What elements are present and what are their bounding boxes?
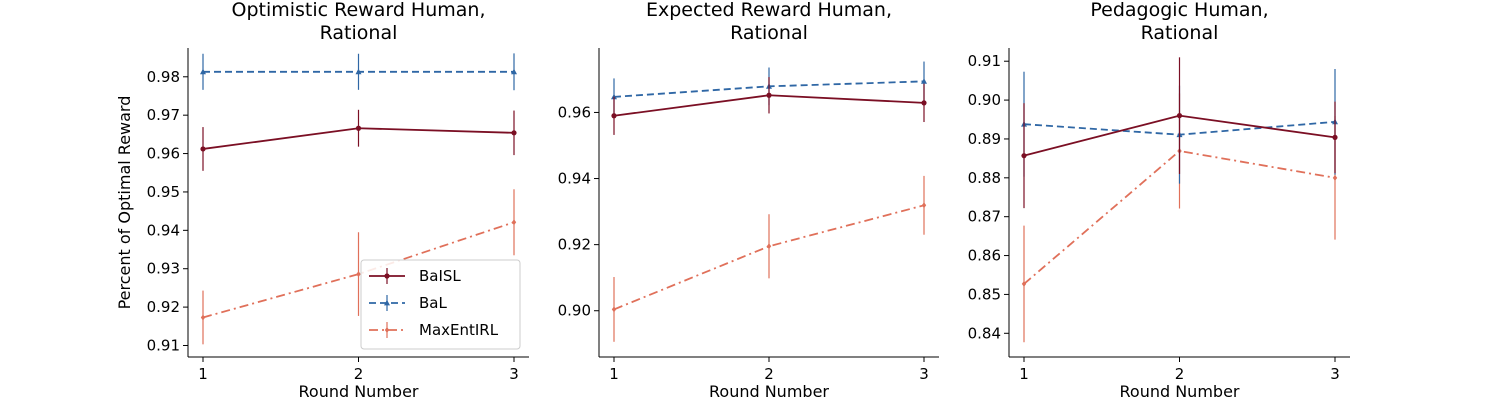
data-point-bal <box>355 68 362 75</box>
panel-expected-reward: Expected Reward Human,Rational 0.90 0.92 0.… <box>558 0 939 400</box>
data-point-baisl <box>355 125 362 131</box>
y-tick-label: 0.90 <box>968 91 1001 109</box>
data-point-baisl <box>1176 113 1183 119</box>
legend-item-bal: BaL <box>369 294 447 312</box>
panel-title-line-1: Optimistic Reward Human, <box>231 0 485 21</box>
y-axis-label: Percent of Optimal Reward <box>115 96 134 310</box>
data-point-maxentirl <box>200 314 206 321</box>
y-tick-label: 0.91 <box>147 336 180 354</box>
data-point-maxentirl <box>1332 174 1338 181</box>
x-tick-label: 2 <box>1175 365 1185 383</box>
legend-item-baisl: BaISL <box>369 267 461 285</box>
x-tick-label: 1 <box>198 365 208 383</box>
data-point-maxentirl <box>921 202 927 209</box>
data-point-baisl <box>1332 134 1338 140</box>
legend-label-bal: BaL <box>419 294 447 312</box>
x-tick-label: 3 <box>509 365 519 383</box>
series-baisl <box>200 109 517 171</box>
panel-pedagogic: Pedagogic Human,Rational 0.84 0.85 0.86 0.87… <box>968 0 1350 400</box>
data-point-bal <box>200 68 206 75</box>
y-tick-label: 0.90 <box>558 302 591 320</box>
legend-marker-bal <box>384 299 390 306</box>
legend-label-maxentirl: MaxEntIRL <box>419 321 499 339</box>
legend-marker-baisl <box>384 273 390 279</box>
y-tick-label: 0.98 <box>147 68 180 86</box>
data-point-maxentirl <box>356 271 361 278</box>
y-tick-label: 0.89 <box>968 130 1001 148</box>
y-tick-label: 0.92 <box>147 298 180 316</box>
data-point-bal <box>921 78 927 84</box>
data-point-baisl <box>921 100 927 106</box>
data-point-maxentirl <box>766 243 772 250</box>
y-tick-label: 0.85 <box>968 285 1001 303</box>
data-point-baisl <box>611 113 617 119</box>
y-tick-label: 0.94 <box>147 221 180 239</box>
y-tick-label: 0.88 <box>968 169 1001 187</box>
x-tick-label: 2 <box>764 365 774 383</box>
y-tick-label: 0.97 <box>147 106 180 124</box>
series-line-maxentirl <box>613 204 925 311</box>
legend-item-maxentirl: MaxEntIRL <box>369 321 499 339</box>
data-point-baisl <box>1021 153 1027 159</box>
y-tick-label: 0.96 <box>147 145 180 163</box>
y-tick-label: 0.87 <box>968 208 1001 226</box>
x-axis-label: Round Number <box>1120 382 1240 400</box>
chart-panels: Optimistic Reward Human,Rational0.910.92… <box>115 0 1350 400</box>
x-tick-label: 3 <box>919 365 929 383</box>
series-baisl <box>1021 57 1338 209</box>
series-maxentirl <box>611 175 927 342</box>
panel-title-line-2: Rational <box>1141 22 1219 44</box>
series-maxentirl <box>200 189 517 345</box>
x-tick-label: 1 <box>1019 365 1029 383</box>
y-tick-label: 0.94 <box>558 170 591 188</box>
legend: BaISL BaL MaxEntIRL <box>360 259 521 350</box>
panel-title-line-1: Expected Reward Human, <box>646 0 892 21</box>
data-point-baisl <box>200 146 206 152</box>
y-tick-label: 0.93 <box>147 260 180 278</box>
y-tick-label: 0.91 <box>968 52 1001 70</box>
data-point-baisl <box>511 130 517 136</box>
panel-title-line-2: Rational <box>730 22 808 44</box>
series-baisl <box>611 77 927 135</box>
y-tick-label: 0.92 <box>558 236 591 254</box>
panel-title-line-2: Rational <box>320 22 398 44</box>
legend-marker-maxentirl <box>384 327 390 333</box>
legend-frame <box>360 259 521 350</box>
y-tick-label: 0.95 <box>147 183 180 201</box>
data-point-baisl <box>766 92 772 98</box>
series-bal <box>200 53 517 91</box>
series-line-maxentirl <box>202 221 515 319</box>
x-axis-label: Round Number <box>299 382 419 400</box>
data-point-bal <box>611 93 617 100</box>
data-point-maxentirl <box>611 306 617 313</box>
y-tick-label: 0.84 <box>968 324 1001 342</box>
data-point-maxentirl <box>511 219 517 226</box>
x-tick-label: 1 <box>609 365 619 383</box>
panel-title-line-1: Pedagogic Human, <box>1090 0 1268 21</box>
legend-label-baisl: BaISL <box>419 267 461 285</box>
x-tick-label: 3 <box>1330 365 1340 383</box>
y-tick-label: 0.96 <box>558 103 591 121</box>
data-point-bal <box>511 68 517 75</box>
y-tick-label: 0.86 <box>968 247 1001 265</box>
panel-optimistic-reward: Optimistic Reward Human,Rational 0.91 0.92… <box>115 0 529 400</box>
x-axis-label: Round Number <box>709 382 829 400</box>
x-tick-label: 2 <box>354 365 364 383</box>
data-point-maxentirl <box>1021 280 1027 287</box>
